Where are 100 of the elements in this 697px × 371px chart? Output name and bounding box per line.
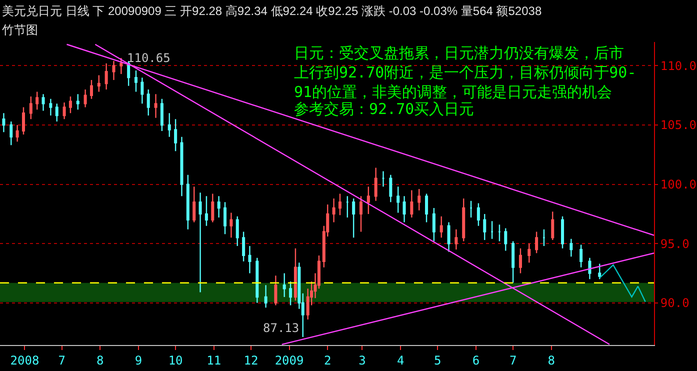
candlestick <box>211 193 214 223</box>
candlestick <box>134 70 138 92</box>
candlestick <box>346 196 349 218</box>
candlestick <box>198 192 202 293</box>
candlestick <box>440 216 443 238</box>
annotation: 87.13 <box>263 321 300 335</box>
candlestick <box>432 207 436 242</box>
candlestick <box>84 88 87 108</box>
x-tick-label: 6 <box>472 353 480 368</box>
candlestick <box>186 174 190 230</box>
candlestick <box>374 167 378 202</box>
x-tick-label: 8 <box>96 353 104 368</box>
candlestick <box>2 112 6 133</box>
candlestick <box>490 220 494 240</box>
candlestick <box>561 216 564 249</box>
candlestick <box>256 257 259 304</box>
candlestick <box>476 202 480 226</box>
x-tick-label: 5 <box>434 353 442 368</box>
candlestick <box>168 112 171 138</box>
candlestick <box>42 94 45 112</box>
candlestick <box>528 243 531 264</box>
candlestick <box>570 238 573 258</box>
candlestick <box>512 240 515 284</box>
candlestick <box>90 79 93 100</box>
y-tick-label: 110.0 <box>660 58 697 73</box>
y-tick-label: 95.0 <box>660 236 690 251</box>
candlestick <box>447 222 450 253</box>
candlestick <box>217 196 220 218</box>
candlestick <box>338 193 342 216</box>
candlestick <box>10 120 13 146</box>
candlestick <box>154 94 158 118</box>
x-tick-label: 11 <box>206 353 222 368</box>
y-tick-label: 90.0 <box>660 296 690 310</box>
line-series <box>599 264 646 302</box>
candlestick <box>180 136 184 197</box>
candlestick <box>289 280 292 306</box>
candlestick <box>410 190 414 218</box>
candlestick <box>160 98 164 132</box>
candlestick <box>359 196 363 232</box>
x-tick-label: 4 <box>396 353 404 368</box>
annotation: 参考交易：92.70买入日元 <box>294 100 474 118</box>
candlestick <box>396 186 400 214</box>
candlestick <box>454 228 458 250</box>
candlestick <box>518 248 522 274</box>
candlestick <box>49 98 52 116</box>
candlestick <box>382 170 385 188</box>
candlestick <box>242 231 246 262</box>
candlestick <box>580 244 583 268</box>
x-tick-label: 8 <box>548 353 556 368</box>
candlestick <box>535 231 538 254</box>
candlestick <box>204 196 208 226</box>
candlestick <box>389 174 392 203</box>
x-tick-label: 7 <box>509 353 517 368</box>
candlestick <box>16 124 19 142</box>
y-tick-label: 105.0 <box>660 118 697 132</box>
x-tick-label: 3 <box>358 353 366 368</box>
candlestick <box>174 118 178 152</box>
candlestick <box>236 216 239 247</box>
candlestick <box>498 224 501 242</box>
x-tick-label: 7 <box>58 353 66 368</box>
candlestick <box>402 196 406 223</box>
candlestick <box>274 275 278 306</box>
candlestick <box>551 210 554 241</box>
candlestick <box>425 193 428 223</box>
candlestick <box>112 60 116 81</box>
annotation: 110.65 <box>127 51 170 65</box>
candlestick <box>36 91 39 110</box>
candlestick <box>294 248 297 302</box>
candlestick <box>418 188 421 211</box>
candlestick <box>76 94 80 110</box>
candlestick <box>504 228 508 252</box>
candlestick <box>230 212 233 238</box>
x-tick-label: 2009 <box>274 353 304 368</box>
candlestick <box>483 213 486 241</box>
candlestick <box>224 202 227 235</box>
candlestick <box>127 60 130 86</box>
chart-subtitle: 竹节图 <box>2 23 38 37</box>
candlestick <box>264 284 268 308</box>
y-tick-label: 100.0 <box>660 178 697 192</box>
candlestick <box>366 186 370 215</box>
candlestick <box>140 76 144 104</box>
candlestick <box>462 198 466 242</box>
annotation: 日元：受交叉盘拖累，日元潜力仍没有爆发，后市上行到92.70附近，是一个压力，目标仍倾向于90-91的位置，非美的调整，可能是日元走强的机会 <box>294 44 636 101</box>
candlestick <box>62 102 66 120</box>
candlestick <box>97 74 100 92</box>
candlestick <box>352 198 356 238</box>
candlestick <box>68 96 72 114</box>
x-tick-label: 10 <box>168 353 183 368</box>
x-tick-label: 2 <box>324 353 332 368</box>
x-tick-label: 2008 <box>10 353 40 368</box>
candlestick <box>22 106 25 136</box>
candlestick <box>104 62 108 90</box>
candlestick <box>588 257 592 280</box>
chart-title: 美元兑日元 日线 下 20090909 三 开92.28 高92.34 低92.24 收92.25 涨跌 -0.03 -0.03% 量564 额52038 <box>2 4 542 18</box>
candlestick <box>55 103 58 122</box>
x-tick-label: 9 <box>134 353 142 368</box>
candlestick <box>192 186 196 223</box>
candlestick <box>282 272 286 298</box>
candlestick <box>248 245 252 274</box>
candlestick <box>29 96 32 120</box>
